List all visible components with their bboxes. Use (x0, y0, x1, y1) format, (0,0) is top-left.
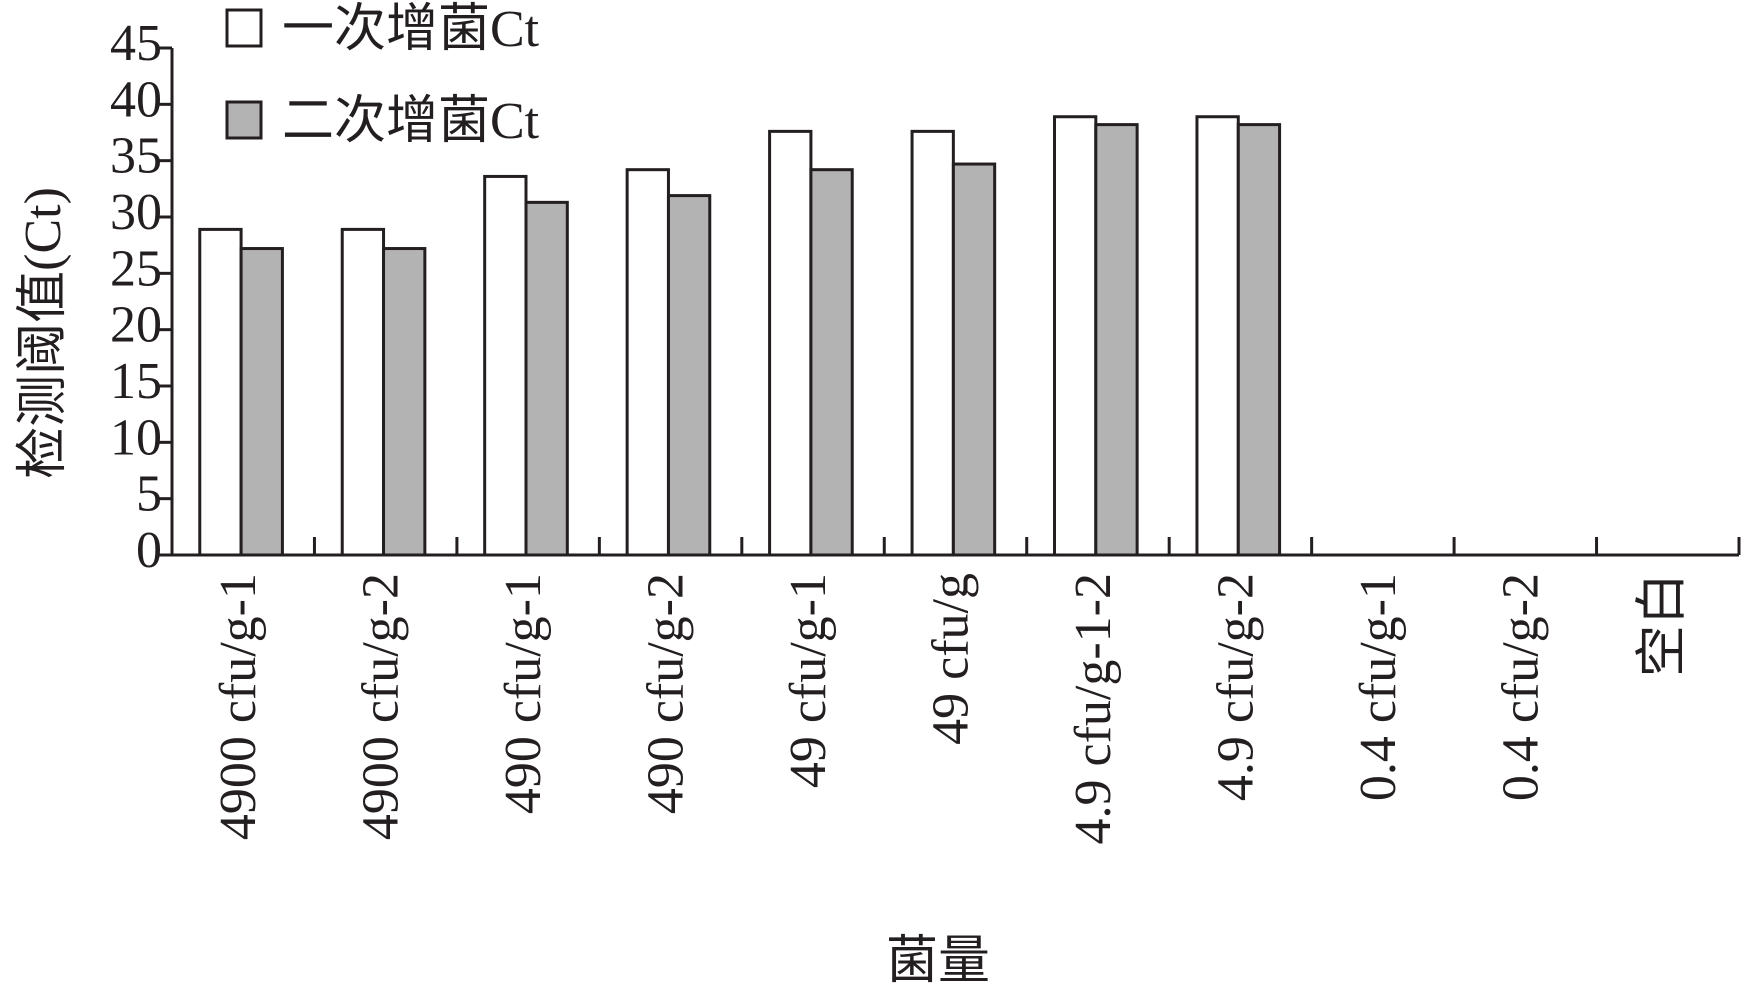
x-tick-label: 4900 cfu/g-2 (353, 573, 410, 840)
y-tick-label: 20 (110, 297, 162, 354)
bar (625, 168, 670, 557)
bar (951, 162, 997, 557)
bar (809, 168, 854, 557)
x-tick-label: 4.9 cfu/g-1-2 (1065, 573, 1122, 844)
x-tick-label: 49 cfu/g (922, 573, 979, 745)
bar (768, 129, 813, 557)
x-tick-label: 0.4 cfu/g-2 (1492, 573, 1549, 801)
legend-label: 一次增菌Ct (282, 1, 540, 58)
bar (239, 247, 284, 557)
x-tick-label: 空白 (1635, 573, 1692, 677)
legend-swatch (225, 100, 263, 140)
x-axis-label: 菌量 (886, 933, 990, 990)
x-tick-label: 490 cfu/g-1 (495, 573, 552, 814)
x-tick-label: 4900 cfu/g-1 (210, 573, 267, 840)
x-tick-label: 4.9 cfu/g-2 (1207, 573, 1264, 801)
bar (1195, 115, 1240, 557)
x-tick-label: 0.4 cfu/g-1 (1350, 573, 1407, 801)
legend-label: 二次增菌Ct (282, 93, 540, 150)
y-tick-label: 35 (110, 128, 162, 185)
bar (666, 194, 712, 557)
bar (198, 227, 243, 557)
bar (910, 129, 955, 557)
y-tick-label: 10 (110, 409, 162, 466)
bar (340, 227, 386, 557)
bar (1236, 123, 1282, 557)
y-tick-label: 5 (136, 466, 162, 523)
legend-swatch (225, 8, 263, 48)
y-tick-label: 40 (110, 71, 162, 128)
x-tick-label: 49 cfu/g-1 (780, 573, 837, 788)
bar (1053, 115, 1098, 557)
bar (382, 247, 427, 557)
bar (1094, 123, 1139, 557)
y-tick-label: 0 (136, 522, 162, 579)
y-tick-label: 30 (110, 184, 162, 241)
y-tick-label: 25 (110, 240, 162, 297)
x-tick-label: 490 cfu/g-2 (638, 573, 695, 814)
bar (483, 174, 528, 557)
y-tick-label: 15 (110, 353, 162, 410)
y-tick-label: 45 (110, 15, 162, 72)
bar (524, 200, 569, 557)
y-axis-label: 检测阈值(Ct) (15, 187, 72, 479)
